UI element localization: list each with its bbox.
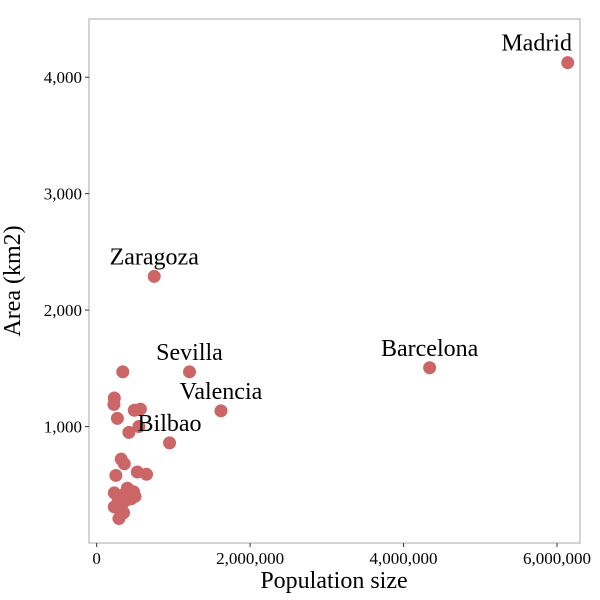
data-point	[109, 468, 123, 482]
y-tick-label: 2,000	[44, 301, 82, 320]
x-tick-label: 6,000,000	[523, 549, 591, 568]
data-point	[117, 457, 131, 471]
y-tick-label: 1,000	[44, 418, 82, 437]
data-point	[140, 467, 154, 481]
data-point	[183, 365, 197, 379]
x-tick-label: 4,000,000	[370, 549, 438, 568]
x-axis-title: Population size	[260, 568, 407, 594]
data-point	[110, 411, 124, 425]
point-label: Bilbao	[138, 411, 202, 437]
y-tick-label: 4,000	[44, 68, 82, 87]
data-point	[107, 397, 121, 411]
data-point	[163, 436, 177, 450]
y-axis-title: Area (km2)	[0, 225, 26, 336]
y-tick-label: 3,000	[44, 185, 82, 204]
x-tick-label: 0	[92, 549, 101, 568]
y-axis-ticks: 1,000 2,000 3,000 4,000	[44, 68, 89, 437]
data-point	[147, 269, 161, 283]
data-point	[561, 56, 575, 70]
data-point	[116, 365, 130, 379]
data-point	[122, 425, 136, 439]
data-point	[214, 404, 228, 418]
data-point	[132, 420, 146, 434]
point-label: Zaragoza	[110, 244, 200, 270]
point-label: Madrid	[501, 31, 572, 57]
plot-panel-border	[88, 18, 581, 544]
data-points	[107, 56, 575, 526]
point-labels: Madrid Barcelona Zaragoza Sevilla Valencia Bi…	[110, 31, 572, 437]
data-point	[133, 402, 147, 416]
point-label: Barcelona	[381, 336, 479, 362]
data-point	[112, 512, 126, 526]
x-tick-label: 2,000,000	[216, 549, 284, 568]
point-label: Sevilla	[156, 340, 223, 366]
x-axis-ticks: 0 2,000,000 4,000,000 6,000,000	[92, 543, 591, 568]
point-label: Valencia	[180, 379, 263, 405]
data-point	[423, 361, 437, 375]
